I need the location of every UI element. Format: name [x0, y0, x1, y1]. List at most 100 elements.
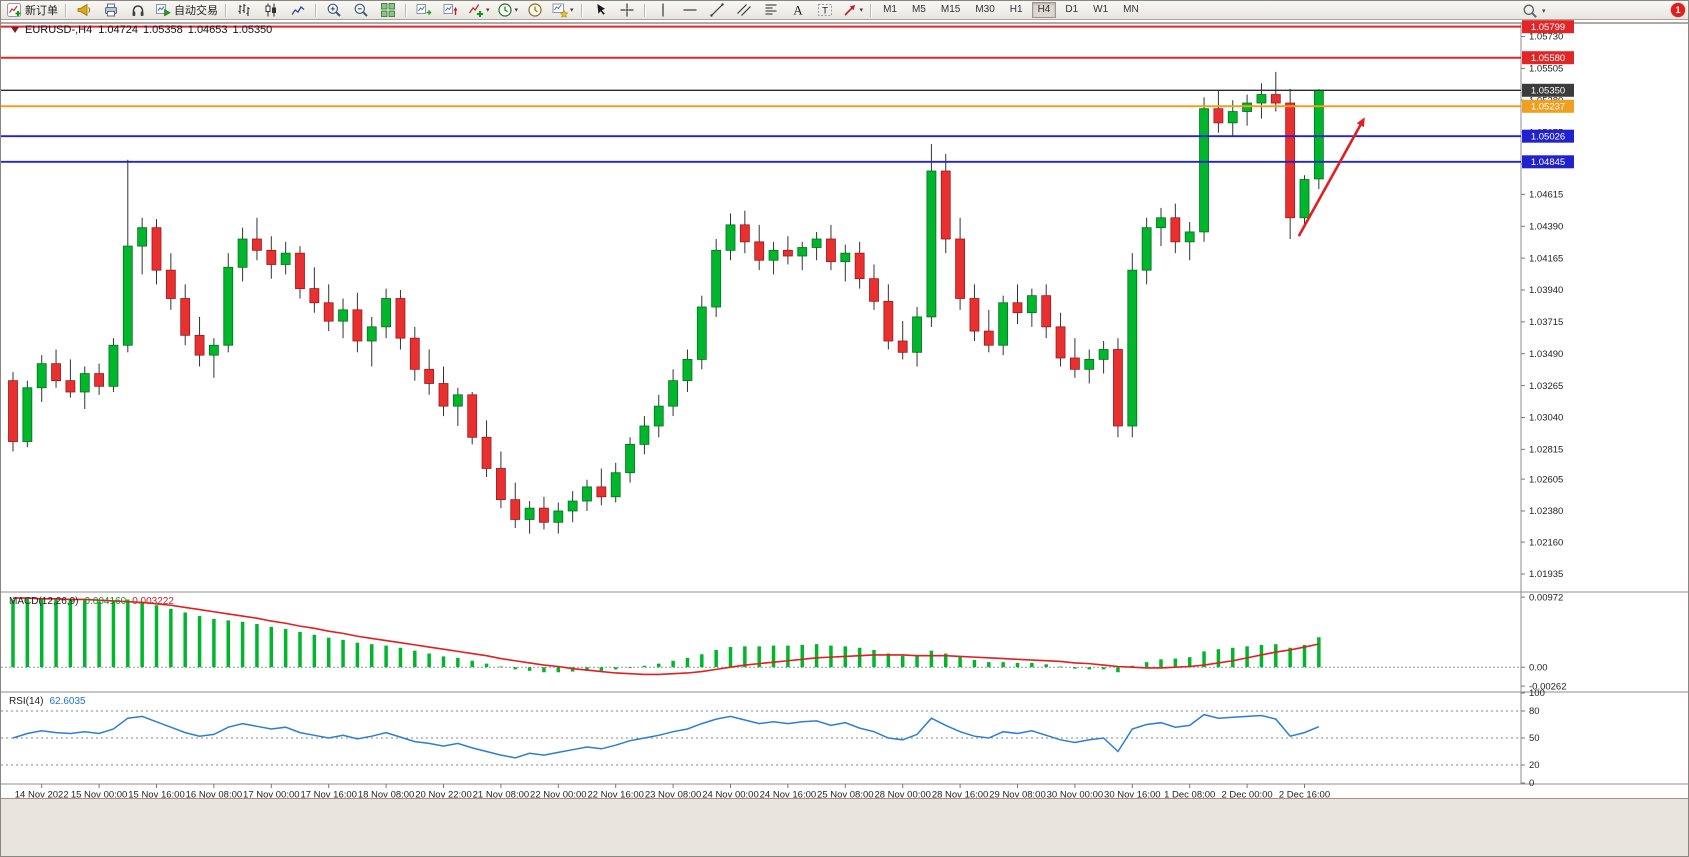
time-tick-label: 15 Nov 16:00 — [128, 790, 185, 799]
arrow-object[interactable] — [1297, 117, 1365, 237]
chevron-down-icon[interactable]: ▾ — [859, 7, 864, 14]
crosshair-button[interactable] — [614, 1, 640, 19]
rsi-tick-label: 100 — [1529, 688, 1545, 699]
macd-signal-line — [13, 597, 1320, 676]
arrows-icon — [843, 5, 855, 16]
timeframe-d1[interactable]: D1 — [1065, 4, 1079, 15]
periods-button[interactable]: ▾ — [494, 1, 522, 19]
alert-horn-button[interactable] — [71, 1, 97, 19]
time-tick-label: 29 Nov 08:00 — [989, 790, 1046, 799]
macd-indicator-label: MACD(12,26,9) 0.004160 0.003222 — [9, 596, 174, 607]
indicators-button[interactable]: ▾ — [465, 1, 493, 19]
label-button[interactable]: T — [812, 1, 838, 19]
price-tick-label: 1.01935 — [1529, 569, 1563, 580]
cursor-icon — [596, 3, 606, 16]
time-tick-label: 18 Nov 08:00 — [358, 790, 415, 799]
time-axis: 14 Nov 2022 15 Nov 00:00 15 Nov 16:00 16 No… — [15, 784, 1330, 798]
timeframe-m1[interactable]: M1 — [883, 4, 897, 15]
vline-icon — [661, 3, 664, 17]
print-button[interactable] — [98, 1, 124, 19]
svg-text:T: T — [822, 6, 828, 17]
clock-button[interactable] — [522, 1, 548, 19]
time-tick-label: 23 Nov 08:00 — [645, 790, 702, 799]
price-badge-label: 1.05580 — [1531, 53, 1565, 64]
auto-scroll-button[interactable] — [411, 1, 437, 19]
svg-text:A: A — [793, 3, 803, 18]
cursor-button[interactable] — [587, 1, 613, 19]
toolbar-separator — [643, 3, 646, 17]
candle-chart-button[interactable] — [258, 1, 284, 19]
time-tick-label: 24 Nov 16:00 — [760, 790, 817, 799]
time-tick-label: 21 Nov 08:00 — [473, 790, 530, 799]
chart-title: EURUSD-,H4 1.04724 1.05358 1.04653 1.053… — [11, 24, 272, 36]
macd-tick-label: -0.00262 — [1529, 681, 1567, 692]
timeframe-mn[interactable]: MN — [1123, 4, 1139, 15]
fibonacci-button[interactable] — [758, 1, 784, 19]
timeframe-m5[interactable]: M5 — [911, 4, 926, 15]
horizontal-lines[interactable] — [1, 25, 1521, 163]
crosshair-icon — [620, 3, 634, 17]
text-button[interactable]: A — [785, 1, 811, 19]
channel-icon — [736, 4, 751, 16]
chevron-down-icon[interactable]: ▾ — [486, 7, 490, 14]
chart-canvas[interactable]: 1.057301.055051.052801.050551.048301.046… — [1, 20, 1689, 798]
price-tick-label: 1.03265 — [1529, 381, 1563, 392]
time-tick-label: 1 Dec 08:00 — [1164, 790, 1215, 799]
low-value: 1.04653 — [187, 24, 228, 36]
arrow-shaft[interactable] — [1297, 120, 1364, 237]
time-tick-label: 20 Nov 22:00 — [415, 790, 472, 799]
autotrading-button-label: 自动交易 — [174, 5, 218, 17]
chevron-down-icon[interactable]: ▾ — [514, 7, 519, 14]
timeframe-m30[interactable]: M30 — [975, 4, 995, 15]
fibonacci-icon — [765, 4, 777, 15]
price-badge — [1522, 155, 1574, 169]
notification-badge[interactable]: 1 — [1671, 3, 1685, 17]
arrow-head — [1356, 117, 1365, 128]
rsi-tick-label: 20 — [1529, 760, 1540, 771]
price-tick-label: 1.02605 — [1529, 474, 1563, 485]
hline-icon — [683, 9, 697, 11]
bar-chart-button[interactable] — [231, 1, 257, 19]
trendline-button[interactable] — [704, 1, 730, 19]
arrows-button[interactable]: ▾ — [839, 1, 867, 19]
chevron-down-icon[interactable]: ▾ — [1542, 8, 1546, 15]
time-tick-label: 17 Nov 16:00 — [300, 790, 357, 799]
candles-chart-icon — [265, 3, 276, 17]
rsi-tick-label: 80 — [1529, 706, 1540, 717]
new-order-button[interactable]: 新订单 — [3, 1, 61, 19]
channel-button[interactable] — [731, 1, 757, 19]
vline-button[interactable] — [650, 1, 676, 19]
timeframe-h1[interactable]: H1 — [1009, 4, 1023, 15]
price-badge — [1522, 99, 1574, 113]
text-icon: A — [793, 3, 803, 18]
search-button[interactable] — [1517, 2, 1543, 20]
rsi-indicator-label: RSI(14) 62.6035 — [9, 696, 86, 707]
headset-button[interactable] — [125, 1, 151, 19]
zoom-in-button[interactable] — [321, 1, 347, 19]
templates-icon — [552, 3, 569, 18]
label-icon: T — [817, 4, 832, 17]
tile-windows-button[interactable] — [375, 1, 401, 19]
tile-windows-icon — [381, 3, 395, 17]
autotrading-button[interactable]: 自动交易 — [152, 1, 221, 19]
price-tick-label: 1.04390 — [1529, 221, 1563, 232]
timeframe-m15[interactable]: M15 — [940, 4, 961, 15]
rsi-line — [12, 713, 1320, 759]
trendline-icon — [709, 3, 724, 17]
timeframe-w1[interactable]: W1 — [1093, 4, 1109, 15]
chevron-down-icon[interactable]: ▾ — [570, 7, 574, 14]
status-strip — [1, 798, 1688, 856]
zoom-out-button[interactable] — [348, 1, 374, 19]
price-tick-label: 1.03940 — [1529, 285, 1563, 296]
templates-button[interactable]: ▾ — [549, 1, 577, 19]
periods-icon — [497, 3, 512, 17]
hline-button[interactable] — [677, 1, 703, 19]
clock-icon — [528, 3, 542, 17]
line-chart-icon — [291, 6, 305, 15]
rsi-value: 62.6035 — [49, 696, 86, 707]
chart-shift-button[interactable] — [438, 1, 464, 19]
line-chart-button[interactable] — [285, 1, 311, 19]
timeframe-h4[interactable]: H4 — [1031, 2, 1057, 18]
one-click-trading-toggle[interactable] — [11, 27, 19, 33]
price-tick-label: 1.02160 — [1529, 537, 1563, 548]
